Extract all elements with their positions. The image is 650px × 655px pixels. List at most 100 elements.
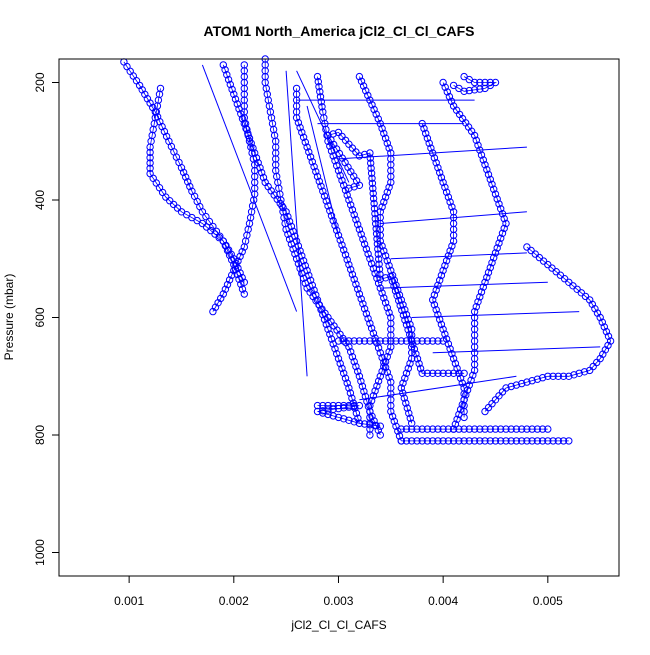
data-point (294, 242, 303, 250)
plot-frame (58, 58, 620, 577)
data-point (296, 123, 304, 132)
data-point (345, 196, 353, 204)
series-line (222, 64, 360, 424)
data-point (472, 136, 480, 145)
data-point (340, 404, 348, 412)
data-point (444, 252, 453, 260)
data-point (533, 375, 542, 383)
data-point (364, 402, 373, 411)
connecting-line (201, 64, 298, 312)
data-point (329, 130, 337, 138)
data-point (305, 271, 313, 280)
data-point (423, 369, 432, 377)
data-point (441, 183, 449, 192)
data-point (324, 325, 332, 333)
data-point (355, 290, 364, 298)
data-point (391, 287, 400, 295)
data-point (355, 419, 364, 427)
data-point (375, 255, 383, 263)
data-point (341, 251, 350, 259)
connecting-line (306, 105, 339, 236)
data-point (437, 320, 446, 329)
data-point (439, 425, 447, 433)
data-point (429, 149, 437, 157)
data-point (230, 266, 238, 275)
data-point (497, 425, 505, 433)
data-point (370, 105, 378, 114)
data-point (393, 292, 401, 300)
data-point (338, 176, 346, 185)
data-point (383, 139, 391, 147)
data-point (412, 350, 420, 358)
data-point (378, 124, 386, 133)
data-point (308, 158, 316, 166)
data-point (236, 252, 244, 261)
data-point (376, 219, 384, 228)
data-point (312, 291, 320, 299)
data-point (367, 259, 376, 268)
data-point (455, 369, 463, 377)
data-point (394, 427, 402, 435)
data-point (602, 327, 611, 336)
data-point (388, 277, 397, 285)
data-point (441, 261, 449, 270)
data-point (329, 412, 337, 420)
data-point (375, 260, 383, 268)
connecting-line (380, 281, 548, 289)
data-point (376, 119, 384, 128)
data-point (493, 244, 501, 252)
data-point (385, 373, 393, 381)
data-point (146, 148, 154, 157)
data-point (518, 437, 526, 445)
data-point (472, 303, 480, 311)
data-point (369, 329, 378, 337)
data-point (502, 437, 510, 445)
data-point (367, 324, 376, 332)
series-line (296, 88, 402, 442)
data-point (423, 134, 432, 143)
data-point (460, 437, 468, 445)
data-point (251, 172, 259, 181)
data-point (498, 229, 507, 238)
data-point (340, 415, 348, 423)
data-point (284, 212, 292, 221)
data-point (470, 78, 479, 87)
data-point (226, 80, 235, 89)
data-point (376, 431, 384, 439)
data-point (470, 366, 479, 375)
data-point (470, 437, 479, 445)
data-point (292, 237, 301, 245)
data-point (439, 369, 447, 377)
data-point (355, 72, 364, 81)
data-point (436, 315, 444, 324)
data-point (402, 321, 411, 329)
data-point (366, 421, 374, 429)
data-point (479, 283, 487, 291)
data-point (538, 437, 547, 445)
data-point (402, 437, 411, 445)
data-point (462, 391, 470, 399)
data-point (292, 108, 301, 116)
data-point (477, 288, 486, 296)
data-point (338, 241, 346, 249)
data-point (375, 265, 384, 273)
data-point (303, 266, 311, 275)
data-point (173, 204, 182, 212)
data-point (369, 189, 377, 198)
data-point (376, 349, 384, 357)
data-point (319, 187, 327, 195)
data-point (483, 165, 491, 174)
data-point (378, 367, 386, 376)
data-point (240, 67, 249, 75)
data-point (538, 425, 547, 433)
data-point (368, 179, 377, 188)
data-point (362, 309, 371, 318)
data-point (334, 413, 343, 422)
data-point (368, 101, 376, 109)
data-point (242, 124, 250, 133)
data-point (348, 206, 357, 214)
data-point (367, 169, 376, 177)
data-point (388, 412, 397, 421)
data-point (345, 337, 353, 345)
data-point (490, 185, 498, 193)
